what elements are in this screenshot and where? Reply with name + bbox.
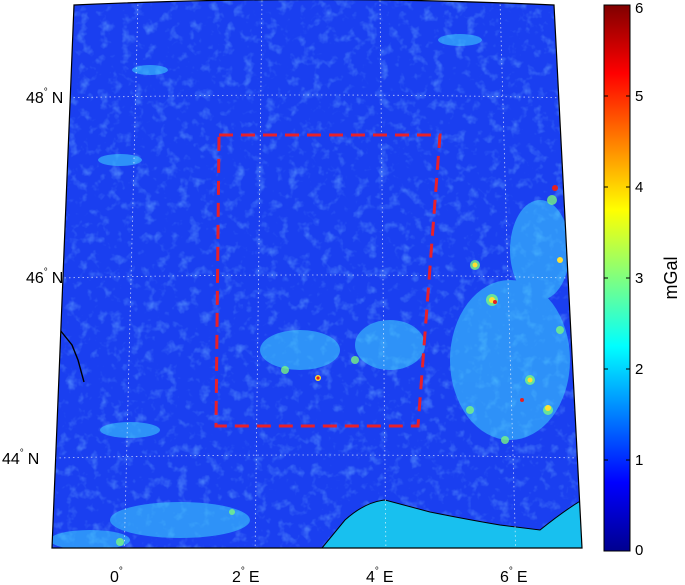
sea-region bbox=[322, 500, 582, 548]
coastline bbox=[321, 499, 582, 548]
map-frame bbox=[51, 0, 583, 549]
colorbar-tick-label-4: 4 bbox=[635, 179, 643, 196]
lon-label-0: 0° bbox=[110, 566, 123, 585]
anomaly-clusters bbox=[52, 34, 570, 548]
colorbar-tick-label-1: 1 bbox=[635, 452, 643, 469]
colorbar-tick-label-3: 3 bbox=[635, 270, 643, 287]
map-panel bbox=[52, 0, 582, 548]
lat-label-48: 48° N bbox=[26, 87, 63, 107]
lat-label-46: 46° N bbox=[26, 267, 63, 287]
colorbar-tick-label-6: 6 bbox=[635, 0, 643, 17]
colorbar-unit-label: mGal bbox=[661, 256, 681, 299]
atlantic-coast bbox=[59, 329, 85, 383]
lon-label-2: 2° E bbox=[232, 566, 260, 585]
latitude-labels: 48° N 46° N 44° N bbox=[2, 87, 63, 468]
lon-label-4: 4° E bbox=[366, 566, 394, 585]
lat-label-44: 44° N bbox=[2, 448, 39, 468]
lon-label-6: 6° E bbox=[500, 566, 528, 585]
longitude-labels: 0° 2° E 4° E 6° E bbox=[110, 566, 528, 585]
colorbar-ticks: 0 1 2 3 4 5 6 bbox=[604, 0, 643, 559]
colorbar-tick-label-0: 0 bbox=[635, 542, 643, 559]
colorbar-tick-label-2: 2 bbox=[635, 361, 643, 378]
map-noise-texture bbox=[52, 0, 582, 548]
study-area-box bbox=[214, 133, 442, 428]
colorbar-tick-label-5: 5 bbox=[635, 88, 643, 105]
graticule bbox=[54, 0, 581, 548]
colorbar: 0 1 2 3 4 5 6 mGal bbox=[603, 0, 681, 559]
